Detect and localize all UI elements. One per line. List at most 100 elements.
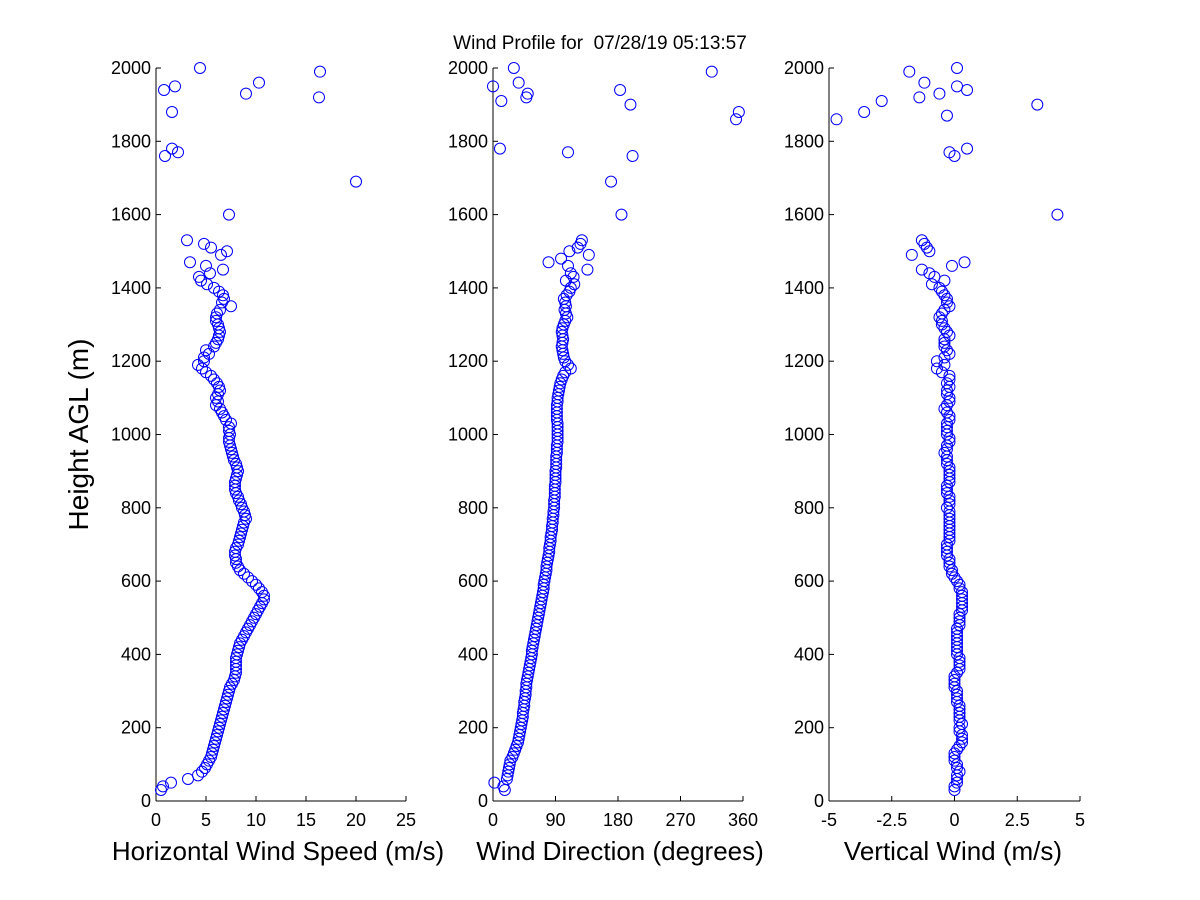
data-point — [953, 765, 966, 778]
data-point — [953, 582, 966, 595]
data-point — [940, 479, 953, 492]
data-point — [933, 87, 946, 100]
data-point — [943, 413, 956, 426]
y-tick-label: 1400 — [784, 278, 824, 298]
data-point — [935, 285, 948, 298]
panel-1: 0 200 400 600 800 1000 1200 1400 1600 1800 2000 0 5 1… — [63, 58, 444, 866]
data-point — [226, 446, 238, 459]
data-point — [923, 267, 936, 280]
data-point — [242, 571, 254, 584]
data-point — [560, 289, 573, 302]
data-point — [250, 578, 262, 591]
data-point — [943, 432, 956, 445]
data-point — [943, 395, 956, 408]
data-point — [945, 564, 958, 577]
data-point — [233, 534, 245, 547]
y-tick-label: 1000 — [111, 425, 151, 445]
data-point — [948, 677, 961, 690]
data-point — [229, 549, 241, 562]
data-point — [157, 780, 169, 793]
data-point — [210, 732, 222, 745]
y-tick-label: 1600 — [111, 205, 151, 225]
x-tick-label: 5 — [1075, 810, 1085, 830]
data-point — [240, 512, 252, 525]
data-point — [236, 523, 248, 536]
y-tick-label: 2000 — [448, 58, 488, 78]
data-point — [951, 666, 964, 679]
data-point — [209, 736, 221, 749]
data-point — [943, 556, 956, 569]
data-point — [553, 380, 566, 393]
y-tick-label: 1800 — [111, 131, 151, 151]
data-point — [567, 270, 580, 283]
data-point — [507, 62, 520, 74]
x-tick-label: 15 — [296, 810, 316, 830]
data-point — [350, 175, 362, 188]
x-tick-label: 360 — [728, 810, 758, 830]
data-point — [920, 241, 933, 254]
data-point — [943, 490, 956, 503]
data-point — [562, 358, 574, 371]
data-point — [948, 754, 961, 767]
x-tick-label: 0 — [151, 810, 161, 830]
data-point — [192, 358, 204, 371]
data-point — [948, 674, 961, 687]
data-point — [225, 443, 237, 456]
data-point — [951, 622, 964, 635]
data-point — [830, 113, 843, 126]
data-point — [493, 142, 506, 155]
y-tick-label: 1000 — [448, 425, 488, 445]
data-point — [943, 369, 956, 382]
data-point — [258, 593, 270, 606]
data-point — [918, 76, 931, 89]
data-point — [233, 641, 245, 654]
data-point — [205, 241, 217, 254]
data-point — [730, 113, 743, 126]
data-point — [933, 311, 946, 324]
data-point — [200, 259, 212, 272]
data-point — [555, 252, 568, 265]
data-point — [943, 553, 956, 566]
data-point — [227, 450, 239, 463]
data-point — [232, 538, 244, 551]
data-point — [951, 630, 964, 643]
data-point — [231, 461, 243, 474]
data-point — [943, 146, 956, 159]
data-point — [705, 65, 718, 78]
y-tick-label: 0 — [141, 791, 151, 811]
y-tick-label: 400 — [794, 644, 824, 664]
y-tick-label: 200 — [458, 718, 488, 738]
data-point — [571, 241, 584, 254]
data-point — [943, 512, 956, 525]
data-point — [208, 373, 220, 386]
data-point — [951, 758, 964, 771]
data-point — [943, 373, 956, 386]
data-point — [938, 274, 951, 287]
data-point — [915, 234, 928, 247]
data-point — [313, 91, 325, 104]
data-point — [207, 743, 219, 756]
data-point — [210, 314, 222, 327]
data-point — [940, 296, 953, 309]
y-tick-label: 1400 — [448, 278, 488, 298]
data-point — [940, 406, 953, 419]
data-point — [935, 314, 948, 327]
data-point — [903, 65, 916, 78]
data-point — [943, 468, 956, 481]
data-point — [951, 685, 964, 698]
data-point — [940, 421, 953, 434]
data-point — [194, 62, 206, 74]
data-point — [953, 655, 966, 668]
data-point — [956, 718, 969, 731]
data-point — [223, 685, 235, 698]
data-point — [951, 762, 964, 775]
data-point — [925, 278, 938, 291]
x-tick-label: 2.5 — [1005, 810, 1030, 830]
data-point — [204, 267, 216, 280]
data-point — [940, 384, 953, 397]
data-point — [581, 263, 594, 276]
data-point — [605, 175, 618, 188]
data-point — [562, 259, 574, 272]
data-point — [236, 501, 248, 514]
x-tick-label: 0 — [488, 810, 498, 830]
